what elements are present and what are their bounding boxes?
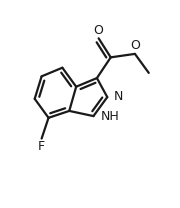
Text: O: O bbox=[94, 24, 103, 37]
Text: NH: NH bbox=[101, 110, 120, 124]
Text: F: F bbox=[38, 140, 45, 153]
Text: O: O bbox=[130, 39, 140, 52]
Text: N: N bbox=[114, 90, 123, 103]
